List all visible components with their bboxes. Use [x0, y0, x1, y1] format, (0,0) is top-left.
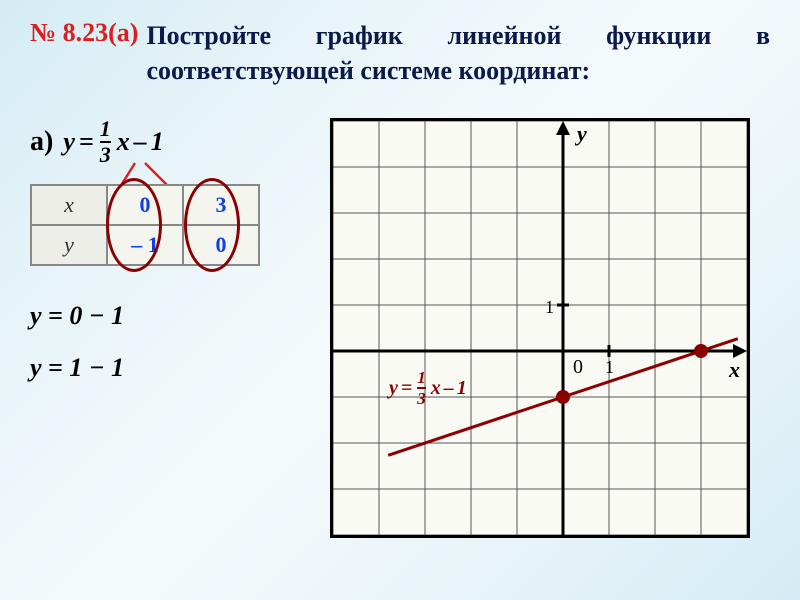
- equations: y = 0 − 1 y = 1 − 1: [30, 290, 300, 394]
- row-header: y: [31, 225, 107, 265]
- svg-text:x: x: [728, 357, 740, 382]
- table-row: y – 1 0: [31, 225, 259, 265]
- part-label: а): [30, 126, 53, 158]
- header: № 8.23(а) Постройте график линейной функ…: [0, 0, 800, 88]
- svg-text:1: 1: [545, 297, 554, 317]
- svg-text:0: 0: [573, 356, 583, 378]
- value-table: x 0 3 y – 1 0: [30, 184, 260, 266]
- formula-row: а) y = 1 3 x – 1: [30, 118, 300, 166]
- graph-svg: y x 0 1 1: [333, 121, 747, 535]
- table-cell: 0: [107, 185, 183, 225]
- svg-text:1: 1: [605, 357, 614, 377]
- task-text: Постройте график линейной функции в соот…: [146, 18, 770, 88]
- coordinate-graph: y x 0 1 1 y = 1 3 x – 1: [330, 118, 750, 538]
- table-cell: – 1: [107, 225, 183, 265]
- table-cell: 3: [183, 185, 259, 225]
- left-column: а) y = 1 3 x – 1: [30, 118, 300, 538]
- fraction: 1 3: [100, 118, 111, 166]
- task-number: № 8.23(а): [30, 18, 138, 48]
- equation-2: y = 1 − 1: [30, 342, 300, 394]
- table-cell: 0: [183, 225, 259, 265]
- equation-1: y = 0 − 1: [30, 290, 300, 342]
- right-column: y x 0 1 1 y = 1 3 x – 1: [330, 118, 770, 538]
- row-header: x: [31, 185, 107, 225]
- svg-text:y: y: [574, 121, 587, 146]
- table-row: x 0 3: [31, 185, 259, 225]
- graph-formula-label: y = 1 3 x – 1: [389, 369, 467, 407]
- table-wrapper: x 0 3 y – 1 0: [30, 184, 300, 266]
- content: а) y = 1 3 x – 1: [0, 88, 800, 538]
- main-formula: y = 1 3 x – 1: [63, 118, 163, 166]
